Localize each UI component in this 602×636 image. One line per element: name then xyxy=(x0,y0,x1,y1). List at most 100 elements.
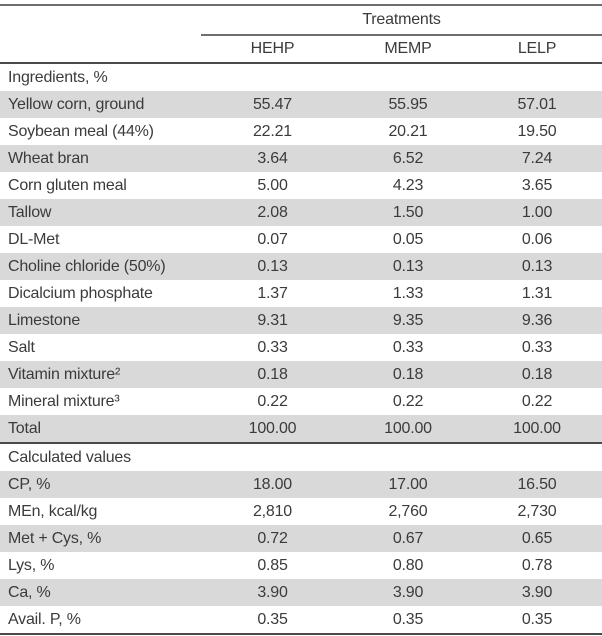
value-cell: 17.00 xyxy=(344,471,472,498)
value-cell: 0.18 xyxy=(344,361,472,388)
row-label: Limestone xyxy=(0,307,201,334)
value-cell: 16.50 xyxy=(472,471,602,498)
table-row: CP, % 18.00 17.00 16.50 xyxy=(0,471,602,498)
value-cell: 0.22 xyxy=(521,392,553,410)
value-cell: 0.85 xyxy=(257,556,288,574)
value-cell: 0.18 xyxy=(472,361,602,388)
table-body: Ingredients, % Yellow corn, ground 55.47 55… xyxy=(0,63,602,634)
value-cell: 0.33 xyxy=(392,338,424,356)
value-cell: 9.35 xyxy=(344,307,472,334)
row-label: Mineral mixture³ xyxy=(8,392,120,410)
table-row: Lys, % 0.85 0.80 0.78 xyxy=(0,552,602,579)
table-row: Salt 0.33 0.33 0.33 xyxy=(0,334,602,361)
value-cell: 2.08 xyxy=(201,199,344,226)
table-row: Ca, % 3.90 3.90 3.90 xyxy=(0,579,602,606)
value-cell: 0.22 xyxy=(392,392,424,410)
value-cell: 1.31 xyxy=(521,284,553,302)
value-cell: 55.47 xyxy=(201,91,344,118)
row-label: Vitamin mixture² xyxy=(0,361,201,388)
value-cell: 7.24 xyxy=(472,145,602,172)
section-header: Calculated values xyxy=(8,448,131,466)
value-cell: 20.21 xyxy=(388,122,428,140)
value-cell: 100.00 xyxy=(201,415,344,444)
value-cell: 3.90 xyxy=(472,579,602,606)
row-label: Yellow corn, ground xyxy=(0,91,201,118)
empty-corner-cell xyxy=(0,4,201,35)
row-label: Avail. P, % xyxy=(8,610,81,628)
value-cell: 0.07 xyxy=(257,230,288,248)
row-label: DL-Met xyxy=(8,230,60,248)
row-label: Choline chloride (50%) xyxy=(0,253,201,280)
value-cell: 0.13 xyxy=(344,253,472,280)
column-header-hehp: HEHP xyxy=(201,35,344,64)
value-cell: 2,810 xyxy=(252,502,293,520)
row-label: Ca, % xyxy=(0,579,201,606)
value-cell: 0.06 xyxy=(521,230,553,248)
row-label: Soybean meal (44%) xyxy=(8,122,154,140)
value-cell: 3.64 xyxy=(201,145,344,172)
table-row: Yellow corn, ground 55.47 55.95 57.01 xyxy=(0,91,602,118)
value-cell: 1.00 xyxy=(472,199,602,226)
value-cell: 1.33 xyxy=(392,284,424,302)
value-cell: 0.67 xyxy=(344,525,472,552)
column-header-row: HEHP MEMP LELP xyxy=(0,35,602,64)
table-row: DL-Met 0.07 0.05 0.06 xyxy=(0,226,602,253)
table-row: Vitamin mixture² 0.18 0.18 0.18 xyxy=(0,361,602,388)
value-cell: 0.33 xyxy=(521,338,553,356)
composition-table: Treatments HEHP MEMP LELP Ingredients, %… xyxy=(0,4,602,635)
value-cell: 1.37 xyxy=(257,284,288,302)
value-cell: 0.35 xyxy=(257,610,288,628)
table-row: Soybean meal (44%) 22.21 20.21 19.50 xyxy=(0,118,602,145)
group-header-row: Treatments xyxy=(0,4,602,36)
section-header-row: Ingredients, % xyxy=(0,63,602,91)
value-cell: 100.00 xyxy=(472,415,602,444)
value-cell: 1.50 xyxy=(344,199,472,226)
row-label: Lys, % xyxy=(8,556,55,574)
table-row: Wheat bran 3.64 6.52 7.24 xyxy=(0,145,602,172)
table-row: Avail. P, % 0.35 0.35 0.35 xyxy=(0,606,602,634)
table-head: Treatments HEHP MEMP LELP xyxy=(0,4,602,64)
treatments-group-header: Treatments xyxy=(201,4,602,36)
column-header-memp: MEMP xyxy=(344,35,472,64)
value-cell: 0.80 xyxy=(392,556,424,574)
row-label: Dicalcium phosphate xyxy=(8,284,153,302)
table-row: Tallow 2.08 1.50 1.00 xyxy=(0,199,602,226)
row-label: CP, % xyxy=(0,471,201,498)
value-cell: 55.95 xyxy=(344,91,472,118)
table-row: Mineral mixture³ 0.22 0.22 0.22 xyxy=(0,388,602,415)
value-cell: 19.50 xyxy=(517,122,557,140)
value-cell: 18.00 xyxy=(201,471,344,498)
value-cell: 100.00 xyxy=(344,415,472,444)
value-cell: 0.13 xyxy=(201,253,344,280)
value-cell: 9.31 xyxy=(201,307,344,334)
row-label: Tallow xyxy=(0,199,201,226)
row-label: Wheat bran xyxy=(0,145,201,172)
row-label: Met + Cys, % xyxy=(0,525,201,552)
value-cell: 3.90 xyxy=(201,579,344,606)
value-cell: 2,760 xyxy=(388,502,428,520)
section-header: Ingredients, % xyxy=(8,68,108,86)
value-cell: 0.33 xyxy=(257,338,288,356)
value-cell: 0.05 xyxy=(392,230,424,248)
value-cell: 0.35 xyxy=(521,610,553,628)
value-cell: 2,730 xyxy=(517,502,557,520)
row-label: Total xyxy=(0,415,201,444)
value-cell: 0.78 xyxy=(521,556,553,574)
table-row: MEn, kcal/kg 2,810 2,760 2,730 xyxy=(0,498,602,525)
column-header-lelp: LELP xyxy=(472,35,602,64)
table-row: Corn gluten meal 5.00 4.23 3.65 xyxy=(0,172,602,199)
value-cell: 6.52 xyxy=(344,145,472,172)
value-cell: 22.21 xyxy=(252,122,293,140)
table-row: Met + Cys, % 0.72 0.67 0.65 xyxy=(0,525,602,552)
table-row: Limestone 9.31 9.35 9.36 xyxy=(0,307,602,334)
table-row: Choline chloride (50%) 0.13 0.13 0.13 xyxy=(0,253,602,280)
empty-label-header-cell xyxy=(0,35,201,64)
value-cell: 57.01 xyxy=(472,91,602,118)
value-cell: 3.90 xyxy=(344,579,472,606)
value-cell: 0.65 xyxy=(472,525,602,552)
table-row: Dicalcium phosphate 1.37 1.33 1.31 xyxy=(0,280,602,307)
value-cell: 9.36 xyxy=(472,307,602,334)
row-label: MEn, kcal/kg xyxy=(8,502,98,520)
